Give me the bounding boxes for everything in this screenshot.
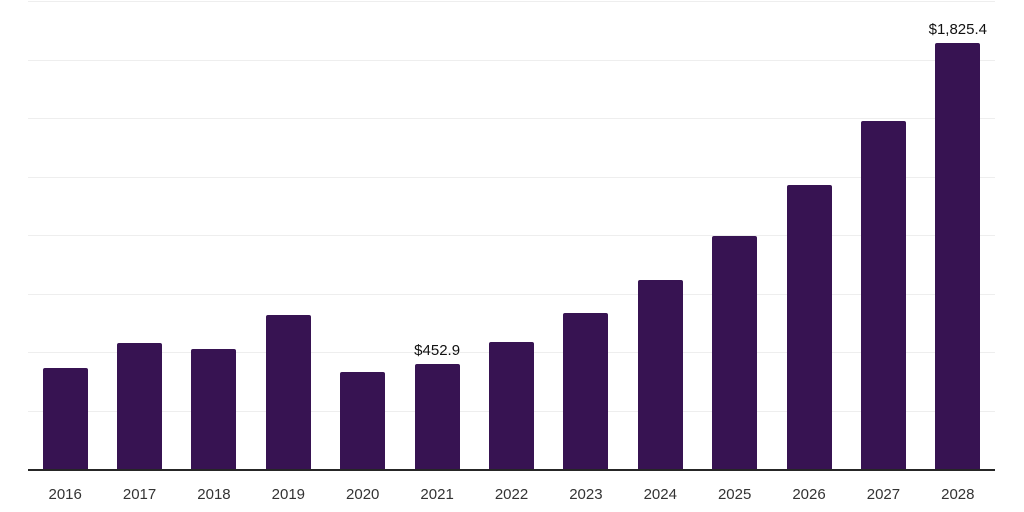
data-label-2021: $452.9 (414, 342, 461, 360)
bar-2028 (935, 42, 981, 470)
x-tick-2021: 2021 (420, 486, 454, 503)
bar-2026 (786, 184, 832, 470)
x-axis: 2016 2017 2018 2019 2020 2021 2022 2023 2024 2025… (28, 486, 995, 504)
gridline-750 (28, 293, 995, 295)
gridline-2000 (28, 1, 995, 2)
data-label-2028: $1,825.4 (928, 20, 987, 38)
bar-2017 (117, 343, 163, 470)
gridline-1250 (28, 176, 995, 178)
x-tick-2017: 2017 (122, 486, 157, 503)
gridline-1750 (28, 59, 995, 61)
gridline-1500 (28, 118, 995, 119)
bar-2020 (340, 371, 386, 470)
bar-2027 (860, 120, 906, 470)
x-tick-2018: 2018 (197, 486, 231, 503)
bar-2023 (563, 312, 609, 470)
gridline-1000 (28, 235, 995, 236)
x-axis-line (28, 469, 995, 471)
bar-2022 (489, 342, 534, 470)
x-tick-2027: 2027 (866, 486, 901, 503)
x-tick-2025: 2025 (717, 486, 752, 503)
x-tick-2023: 2023 (569, 486, 603, 503)
plot-area: $452.9 $1,825.4 (28, 1, 995, 470)
bar-2024 (637, 279, 683, 470)
x-tick-2022: 2022 (494, 486, 529, 503)
bar-2025 (712, 236, 758, 470)
x-tick-2019: 2019 (271, 486, 306, 503)
x-tick-2016: 2016 (48, 486, 82, 503)
x-tick-2028: 2028 (941, 486, 975, 503)
bar-2018 (191, 349, 237, 470)
bar-2021 (414, 364, 460, 470)
bar-2019 (265, 314, 311, 470)
x-tick-2020: 2020 (346, 486, 380, 503)
bar-2016 (42, 368, 88, 470)
x-tick-2026: 2026 (792, 486, 826, 503)
x-tick-2024: 2024 (643, 486, 677, 503)
